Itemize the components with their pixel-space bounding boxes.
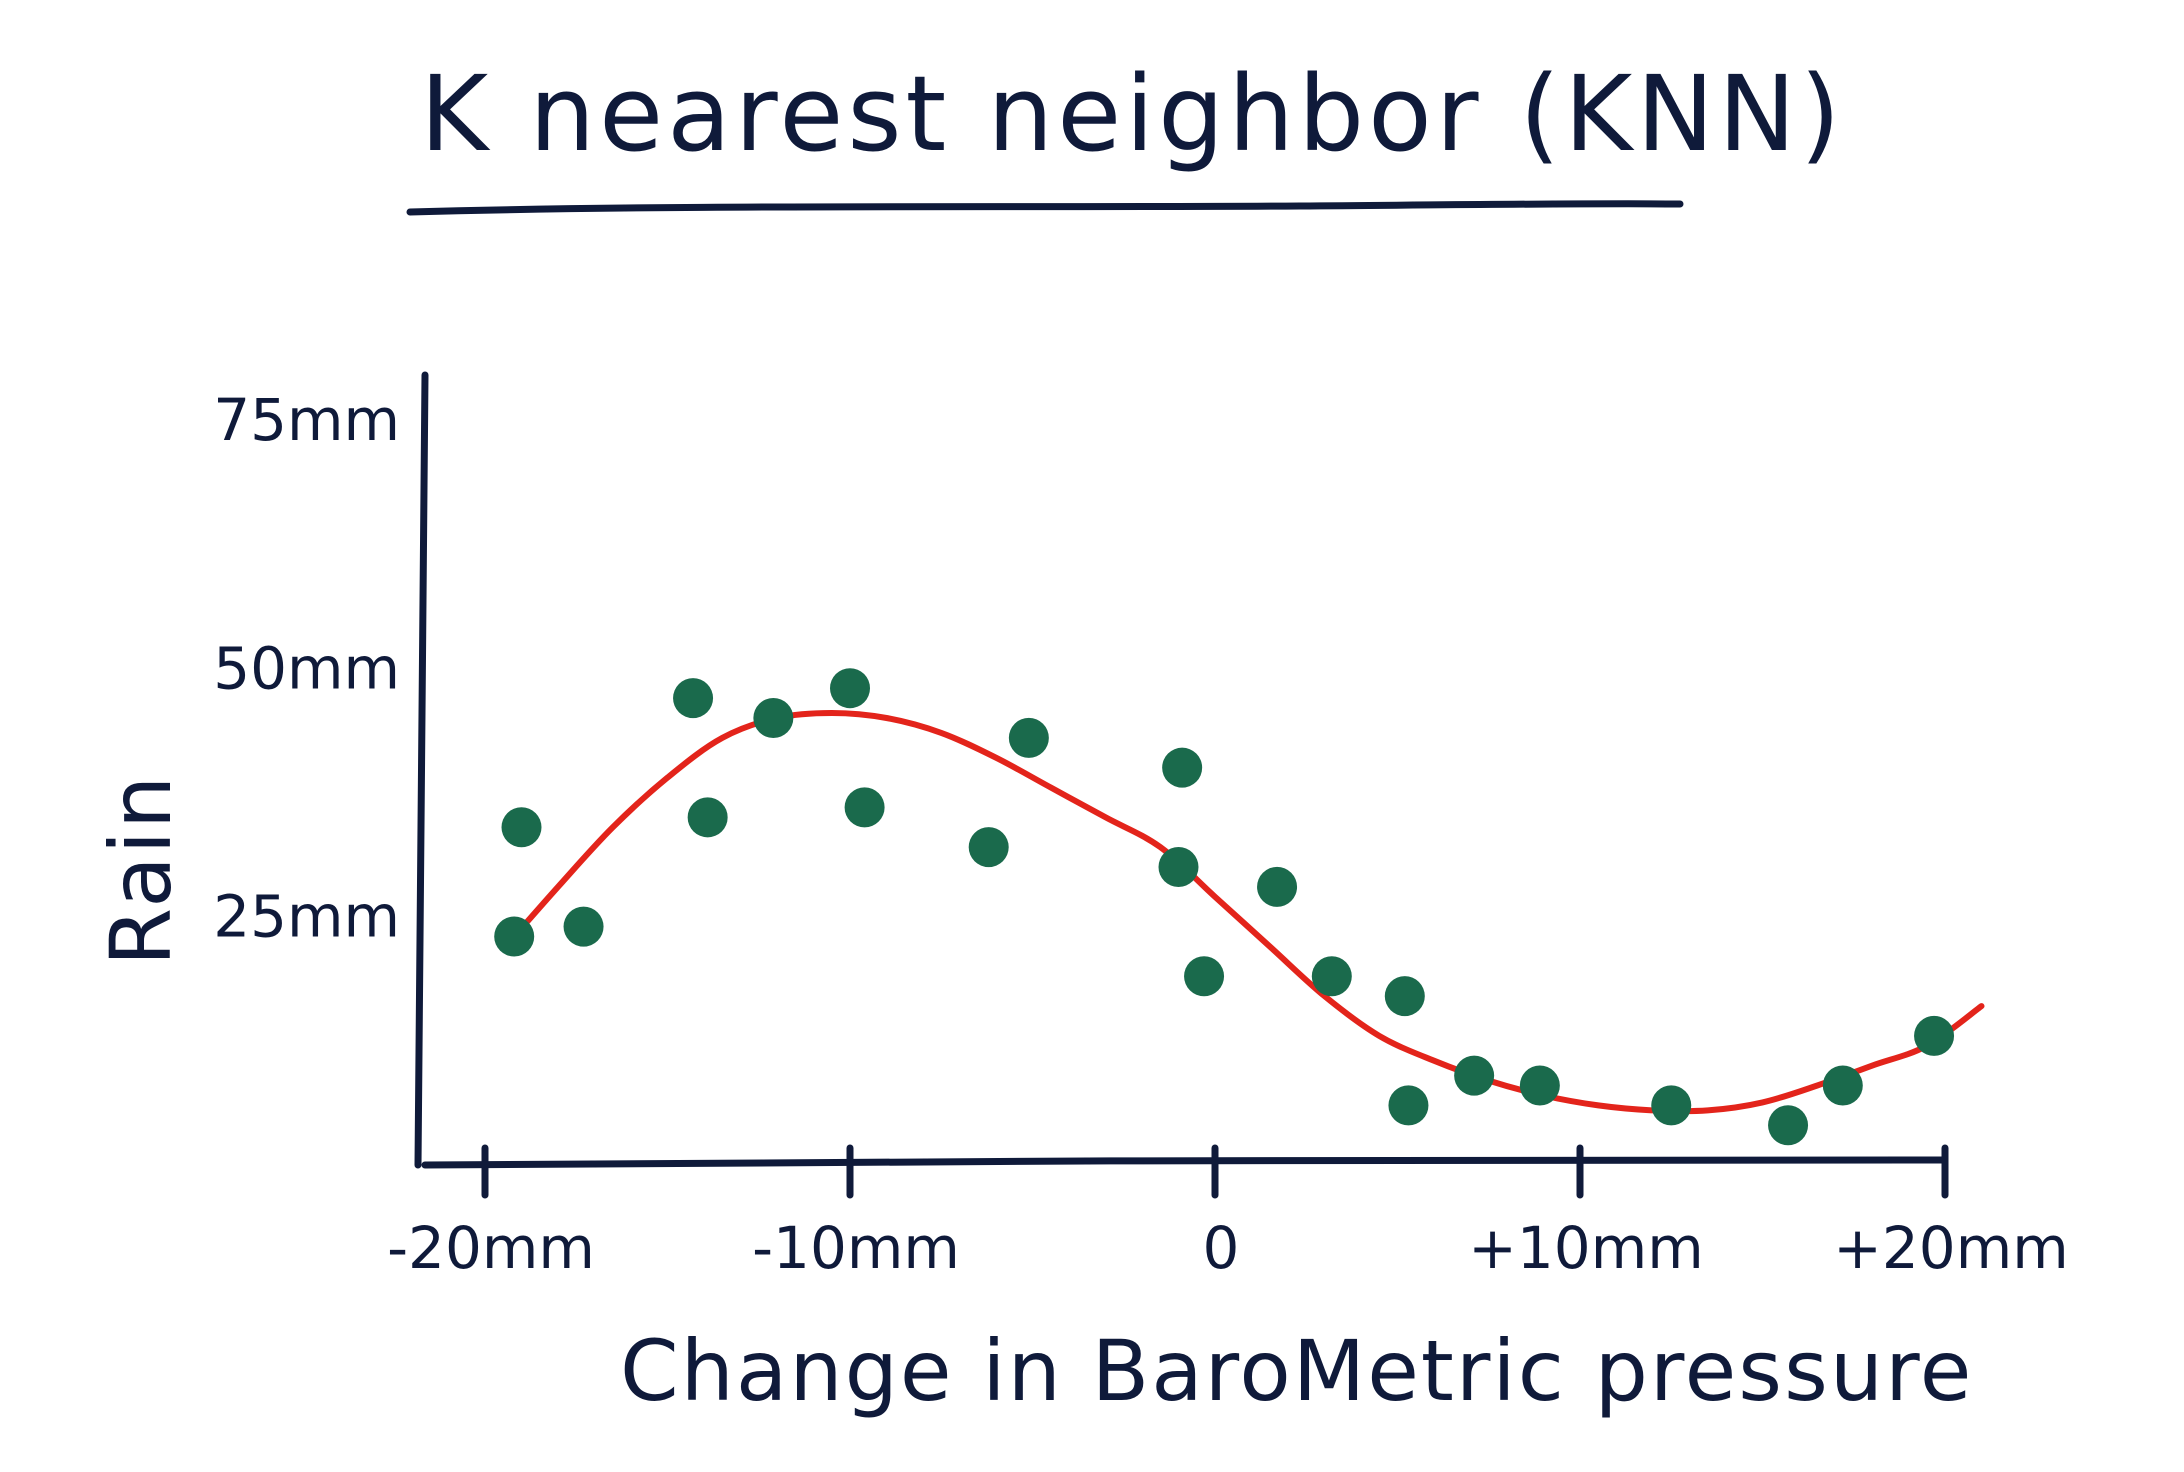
data-point — [1388, 1085, 1429, 1126]
x-axis-ticks: -20mm -10mm 0 +10mm +20mm — [387, 1144, 2069, 1282]
data-point — [1519, 1065, 1560, 1106]
data-point — [494, 916, 535, 957]
x-tick-label: -20mm — [387, 1214, 595, 1282]
x-tick-label: -10mm — [752, 1214, 960, 1282]
data-point — [968, 827, 1009, 868]
data-point — [844, 787, 885, 828]
x-axis-line — [421, 1156, 1949, 1169]
y-axis-ticks: 25mm 50mm 75mm — [213, 386, 400, 951]
y-tick-label: 25mm — [213, 883, 400, 951]
data-point — [1384, 976, 1425, 1017]
data-point — [501, 807, 542, 848]
data-point — [1311, 956, 1352, 997]
data-points — [494, 668, 1955, 1146]
data-point — [1184, 956, 1225, 997]
x-axis-label: Change in BaroMetric pressure — [620, 1322, 1973, 1420]
y-axis-line — [414, 371, 429, 1169]
data-point — [563, 906, 604, 947]
data-point — [687, 797, 728, 838]
data-point — [1162, 747, 1203, 788]
title-underline — [406, 200, 1684, 216]
data-point — [753, 698, 794, 738]
data-point — [1651, 1085, 1692, 1126]
data-point — [1914, 1015, 1955, 1056]
data-point — [1822, 1065, 1863, 1106]
y-tick-label: 50mm — [213, 634, 400, 702]
data-point — [1008, 717, 1049, 758]
data-point — [673, 678, 714, 719]
data-point — [1454, 1055, 1495, 1096]
chart-title: K nearest neighbor (KNN) — [420, 53, 1845, 175]
data-point — [1257, 866, 1298, 907]
y-tick-label: 75mm — [213, 386, 400, 454]
x-tick-label: 0 — [1203, 1214, 1240, 1282]
fit-curve-line — [511, 710, 1985, 1115]
y-axis-label: Rain — [92, 774, 190, 967]
data-point — [1158, 847, 1199, 887]
x-tick-label: +20mm — [1833, 1214, 2068, 1282]
data-point — [1768, 1105, 1809, 1146]
data-point — [830, 668, 870, 709]
x-tick-label: +10mm — [1468, 1214, 1703, 1282]
